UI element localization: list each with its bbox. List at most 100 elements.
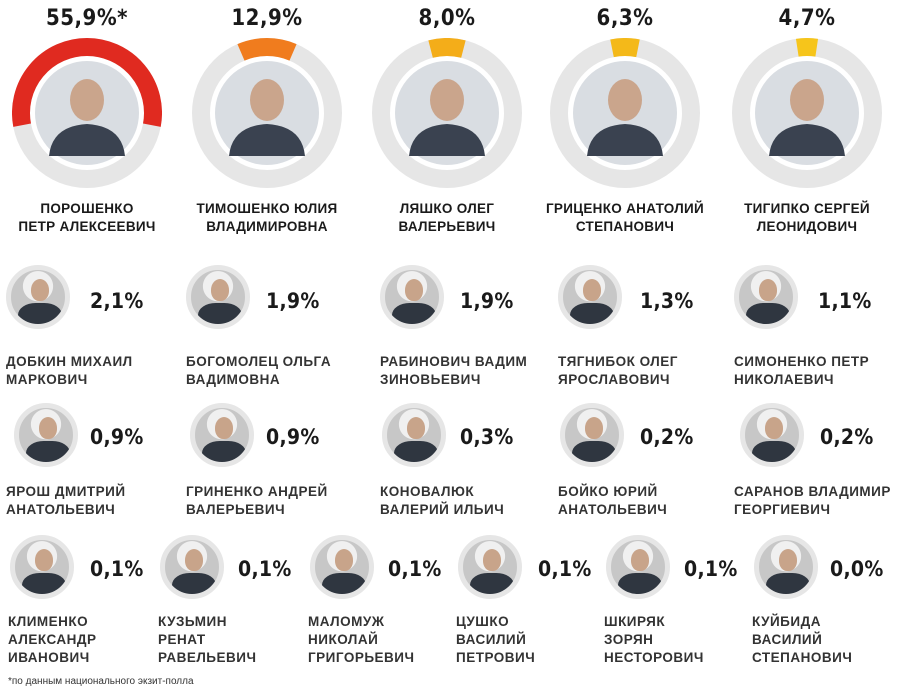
candidate-name: ПОРОШЕНКО ПЕТР АЛЕКСЕЕВИЧ [2,200,172,236]
candidate-name: СИМОНЕНКО ПЕТР НИКОЛАЕВИЧ [734,353,869,389]
name-line: ГРИЦЕНКО АНАТОЛИЙ [545,201,705,216]
candidate-name: ГРИНЕНКО АНДРЕЙ ВАЛЕРЬЕВИЧ [186,483,328,519]
candidate-photo [380,265,444,329]
photo-head [790,79,824,121]
photo-head [430,79,464,121]
candidate-name: КУЗЬМИН РЕНАТ РАВЕЛЬЕВИЧ [158,613,256,667]
percent-label: 0,1% [388,557,442,581]
name-line: ЯРОШ ДМИТРИЙ [6,484,126,499]
photo-body [769,124,845,156]
donut-candidate-2: 12,9% ТИМОШЕНКО ЮЛИЯ ВЛАДИМИРОВНА [182,6,352,236]
name-line: БОЙКО ЮРИЙ [558,484,658,499]
name-line: МАРКОВИЧ [6,372,88,387]
name-line: АНАТОЛЬЕВИЧ [558,502,668,517]
name-line: ВЛАДИМИРОВНА [206,219,328,234]
candidate-photo [734,265,798,329]
donut-candidate-3: 8,0% ЛЯШКО ОЛЕГ ВАЛЕРЬЕВИЧ [362,6,532,236]
candidate-photo [160,535,224,599]
candidate-name: ШКИРЯК ЗОРЯН НЕСТОРОВИЧ [604,613,704,667]
name-line: ЛЕОНИДОВИЧ [756,219,858,234]
donut-value-arc [428,38,466,58]
candidate-card: 2,1% ДОБКИН МИХАИЛ МАРКОВИЧ [6,265,176,387]
candidate-photo [6,265,70,329]
candidate-photo [382,403,446,467]
candidate-photo [560,403,624,467]
name-line: ГЕОРГИЕВИЧ [734,502,831,517]
name-line: НИКОЛАЙ [308,632,379,647]
donut-candidate-4: 6,3% ГРИЦЕНКО АНАТОЛИЙ СТЕПАНОВИЧ [540,6,710,236]
donut-candidate-5: 4,7% ТИГИПКО СЕРГЕЙ ЛЕОНИДОВИЧ [722,6,892,236]
photo-head [70,79,104,121]
candidate-card: 1,9% БОГОМОЛЕЦ ОЛЬГА ВАДИМОВНА [186,265,356,387]
name-line: САРАНОВ ВЛАДИМИР [734,484,891,499]
photo-head [250,79,284,121]
donut-candidate-1: 55,9%* ПОРОШЕНКО ПЕТР АЛЕКСЕЕВИЧ [2,6,172,236]
donut-value-arc [610,38,640,58]
name-line: МАЛОМУЖ [308,614,385,629]
name-line: ВАЛЕРЬЕВИЧ [398,219,496,234]
candidate-photo [190,403,254,467]
name-line: ГРИНЕНКО АНДРЕЙ [186,484,328,499]
donut-ring [192,38,342,188]
candidate-name: БОГОМОЛЕЦ ОЛЬГА ВАДИМОВНА [186,353,331,389]
name-line: ПЕТРОВИЧ [456,650,536,665]
candidate-name: КЛИМЕНКО АЛЕКСАНДР ИВАНОВИЧ [8,613,97,667]
candidate-photo [310,535,374,599]
candidate-name: КУЙБИДА ВАСИЛИЙ СТЕПАНОВИЧ [752,613,852,667]
name-line: КУЗЬМИН [158,614,227,629]
percent-label: 0,2% [640,425,694,449]
donut-percent-label: 8,0% [418,6,476,31]
candidate-card: 0,1% КУЗЬМИН РЕНАТ РАВЕЛЬЕВИЧ [158,535,330,665]
name-line: РАВЕЛЬЕВИЧ [158,650,257,665]
name-line: ЯРОСЛАВОВИЧ [558,372,671,387]
candidate-name: ЯРОШ ДМИТРИЙ АНАТОЛЬЕВИЧ [6,483,126,519]
candidate-name: ТЯГНИБОК ОЛЕГ ЯРОСЛАВОВИЧ [558,353,678,389]
name-line: ВАСИЛИЙ [752,632,823,647]
name-line: ТИГИПКО СЕРГЕЙ [744,201,870,216]
candidate-name: БОЙКО ЮРИЙ АНАТОЛЬЕВИЧ [558,483,667,519]
footnote: *по данным национального экзит-полла [8,676,194,687]
name-line: РЕНАТ [158,632,206,647]
percent-label: 1,9% [266,289,320,313]
name-line: ВАСИЛИЙ [456,632,527,647]
candidate-name: ДОБКИН МИХАИЛ МАРКОВИЧ [6,353,133,389]
percent-label: 0,1% [90,557,144,581]
name-line: СТЕПАНОВИЧ [752,650,853,665]
candidate-card: 0,9% ГРИНЕНКО АНДРЕЙ ВАЛЕРЬЕВИЧ [186,403,360,523]
name-line: ШКИРЯК [604,614,666,629]
name-line: ТИМОШЕНКО ЮЛИЯ [196,201,338,216]
donut-percent-label: 55,9%* [45,6,128,31]
name-line: КЛИМЕНКО [8,614,89,629]
photo-body [229,124,305,156]
name-line: НЕСТОРОВИЧ [604,650,704,665]
candidate-card: 0,3% КОНОВАЛЮК ВАЛЕРИЙ ИЛЬИЧ [380,403,552,523]
candidate-card: 1,1% СИМОНЕНКО ПЕТР НИКОЛАЕВИЧ [734,265,900,387]
candidate-name: ТИГИПКО СЕРГЕЙ ЛЕОНИДОВИЧ [722,200,892,236]
photo-body [587,124,663,156]
candidate-name: САРАНОВ ВЛАДИМИР ГЕОРГИЕВИЧ [734,483,891,519]
percent-label: 0,1% [684,557,738,581]
candidate-photo [10,535,74,599]
name-line: ВАДИМОВНА [186,372,281,387]
photo-head [608,79,642,121]
name-line: ЦУШКО [456,614,510,629]
candidate-photo [740,403,804,467]
name-line: ЛЯШКО ОЛЕГ [399,201,495,216]
photo-body [409,124,485,156]
candidate-photo [558,265,622,329]
donut-ring [550,38,700,188]
candidate-photo [458,535,522,599]
name-line: ЗОРЯН [604,632,654,647]
candidate-card: 1,3% ТЯГНИБОК ОЛЕГ ЯРОСЛАВОВИЧ [558,265,728,387]
percent-label: 0,9% [90,425,144,449]
candidate-card: 0,0% КУЙБИДА ВАСИЛИЙ СТЕПАНОВИЧ [752,535,900,665]
name-line: ЗИНОВЬЕВИЧ [380,372,481,387]
name-line: НИКОЛАЕВИЧ [734,372,835,387]
name-line: ИВАНОВИЧ [8,650,90,665]
donut-value-arc [12,38,162,127]
donut-value-arc [795,38,819,57]
name-line: ГРИГОРЬЕВИЧ [308,650,415,665]
candidate-name: ЦУШКО ВАСИЛИЙ ПЕТРОВИЧ [456,613,535,667]
candidate-photo [754,535,818,599]
name-line: СИМОНЕНКО ПЕТР [734,354,870,369]
